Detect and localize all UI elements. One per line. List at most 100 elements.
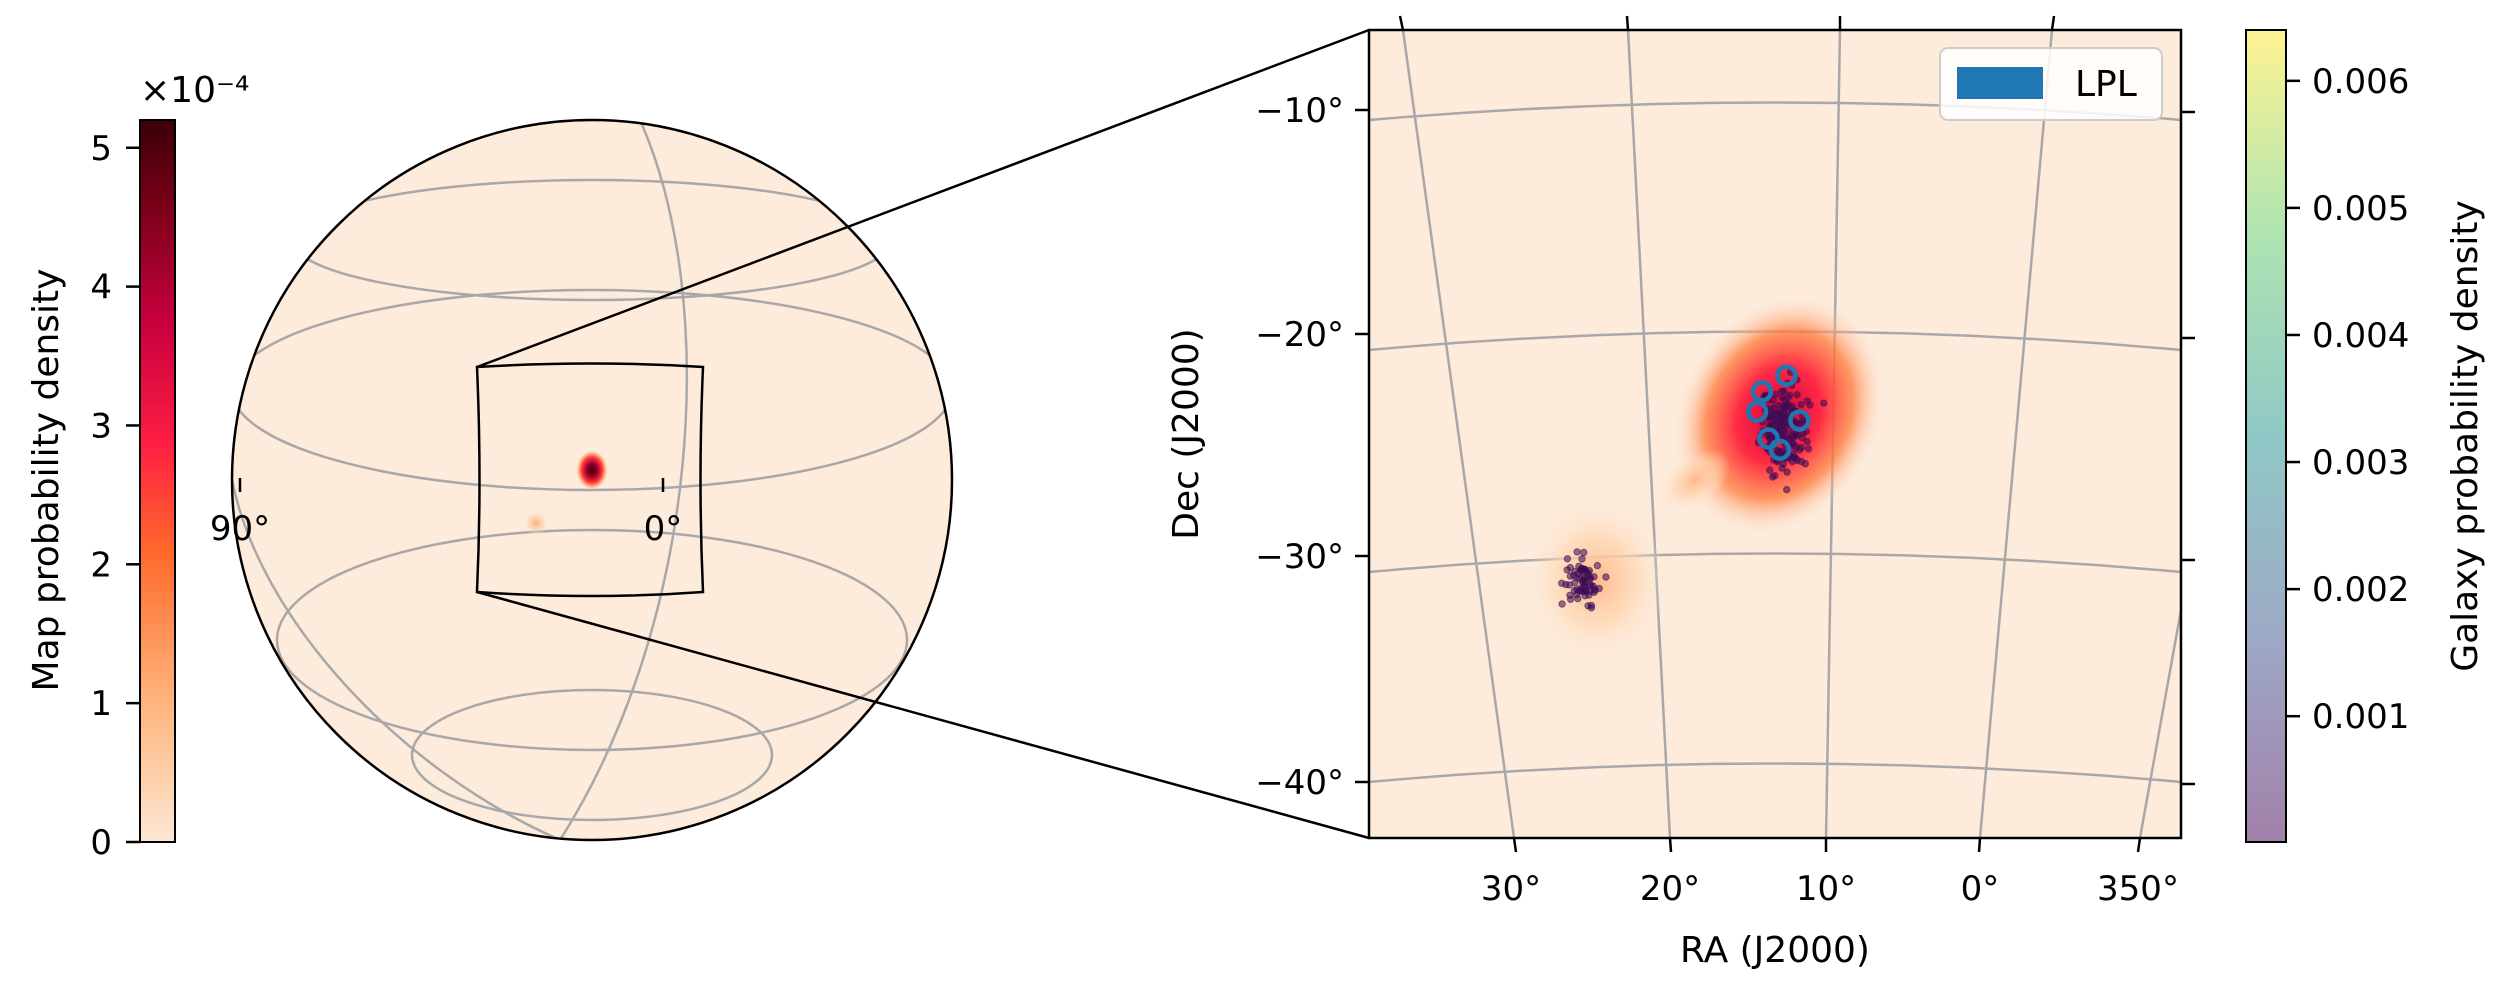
- galaxy-point: [1806, 401, 1814, 409]
- galaxy-point: [1783, 468, 1791, 476]
- galaxy-point: [1779, 422, 1788, 430]
- galaxy-point: [1769, 396, 1777, 404]
- legend: LPL: [1939, 47, 2163, 121]
- galaxy-point: [1778, 464, 1786, 472]
- y-axis-label: Dec (J2000): [1166, 328, 1207, 539]
- galaxy-colorbar-tick-label: 0.004: [2312, 316, 2409, 356]
- x-axis-label: RA (J2000): [1680, 930, 1870, 971]
- globe-graticule: [232, 120, 952, 840]
- galaxy-point: [1571, 567, 1579, 576]
- y-tick-label: −20°: [1255, 315, 1344, 355]
- galaxy-point: [1558, 600, 1566, 608]
- zoom-connector-bottom: [476, 590, 1370, 840]
- map-colorbar-bar: [139, 119, 176, 843]
- globe-meridian: [232, 479, 561, 840]
- tick-mark: [1398, 15, 1405, 31]
- galaxy-point: [1558, 579, 1566, 587]
- map-colorbar-tick-label: 5: [90, 129, 112, 169]
- galaxy-point: [1566, 595, 1575, 603]
- ra-gridline: [1626, 30, 1672, 838]
- x-tick-labels: 30° 20° 10° 0° 350°: [1481, 869, 2179, 909]
- x-tick-label: 0°: [1961, 869, 2000, 909]
- galaxy-colorbar-ticks: 0.001 0.002 0.003 0.004 0.005 0.006: [2286, 62, 2409, 737]
- galaxy-point: [1783, 485, 1791, 494]
- galaxy-point: [1788, 402, 1796, 410]
- galaxy-point: [1766, 466, 1774, 474]
- galaxy-point: [1579, 565, 1587, 573]
- galaxy-point: [1778, 447, 1787, 455]
- galaxy-point: [1566, 563, 1575, 572]
- lpl-point: [1745, 400, 1769, 423]
- globe-lon-label-0: 0°: [644, 509, 683, 549]
- galaxy-colorbar-tick-label: 0.002: [2312, 570, 2409, 610]
- galaxy-colorbar-bar: [2245, 29, 2287, 843]
- galaxy-point: [1778, 393, 1786, 402]
- map-colorbar-scale-label: ×10⁻⁴: [140, 70, 249, 111]
- globe-hotspot-main: [576, 450, 608, 490]
- galaxy-point: [1580, 548, 1588, 557]
- galaxy-point: [1804, 445, 1813, 453]
- zoom-frame: [1367, 28, 2183, 840]
- tick-mark: [1625, 15, 1630, 31]
- galaxy-point: [1573, 548, 1581, 556]
- galaxy-point: [1579, 587, 1587, 596]
- globe-map: 90° 0°: [210, 118, 954, 842]
- galaxy-point: [1563, 555, 1572, 563]
- galaxy-point: [1586, 587, 1594, 595]
- tick-mark: [2050, 15, 2056, 31]
- zoom-hotspot-tail: [1659, 449, 1731, 511]
- map-colorbar-ticks: 0 1 2 3 4 5: [90, 129, 140, 863]
- galaxy-colorbar-tick-label: 0.001: [2312, 697, 2409, 737]
- legend-label-lpl: LPL: [2075, 64, 2137, 105]
- legend-box: [1939, 47, 2163, 121]
- map-colorbar: 0 1 2 3 4 5 ×10⁻⁴ Map probability density: [26, 70, 249, 863]
- galaxy-point: [1792, 454, 1800, 463]
- galaxy-point: [1791, 432, 1800, 440]
- ra-gridline: [1401, 30, 1516, 838]
- galaxy-point: [1803, 437, 1811, 446]
- lpl-points: [1745, 364, 1811, 461]
- galaxy-colorbar-label: Galaxy probability density: [2445, 200, 2486, 672]
- x-tick-label: 30°: [1481, 869, 1541, 909]
- lpl-point: [1788, 409, 1811, 432]
- ra-gridline: [1978, 30, 2054, 838]
- lpl-point: [1768, 438, 1792, 461]
- galaxy-colorbar: 0.001 0.002 0.003 0.004 0.005 0.006 Galaxy pr…: [2245, 29, 2486, 843]
- zoom-region-outline: [475, 362, 705, 598]
- legend-swatch-lpl: [1957, 67, 2043, 99]
- tick-mark: [1977, 837, 1982, 853]
- map-colorbar-tick-label: 4: [90, 268, 112, 308]
- galaxy-point: [1584, 602, 1592, 610]
- globe-hotspot-secondary: [524, 511, 548, 535]
- globe-lon-label-90: 90°: [210, 509, 270, 549]
- zoom-hotspot-secondary: [1527, 500, 1667, 660]
- tick-mark: [2136, 837, 2142, 853]
- zoom-axis-ticks: [1355, 15, 2195, 853]
- x-tick-label: 10°: [1796, 869, 1856, 909]
- tick-mark: [1512, 837, 1518, 853]
- map-colorbar-tick-label: 2: [90, 545, 112, 585]
- zoom-panel: 30° 20° 10° 0° 350° −10° −20° −30° −40° …: [1166, 15, 2195, 971]
- globe-parallel: [410, 688, 774, 822]
- zoom-connector-top: [476, 28, 1370, 369]
- galaxy-point: [1770, 404, 1778, 412]
- y-tick-labels: −10° −20° −30° −40°: [1255, 91, 1344, 803]
- lpl-point: [1775, 364, 1798, 387]
- ra-gridline: [2138, 609, 2181, 838]
- galaxy-point: [1768, 473, 1777, 481]
- lpl-point: [1757, 427, 1780, 450]
- galaxy-point: [1786, 391, 1794, 399]
- x-tick-label: 350°: [2097, 869, 2179, 909]
- dec-gridline: [1369, 552, 2181, 574]
- galaxy-point: [1566, 572, 1575, 580]
- map-colorbar-tick-label: 1: [90, 684, 112, 724]
- galaxy-point: [1586, 575, 1594, 583]
- y-tick-label: −40°: [1255, 763, 1344, 803]
- galaxy-point: [1820, 399, 1828, 407]
- x-tick-label: 20°: [1640, 869, 1700, 909]
- y-tick-label: −30°: [1255, 537, 1344, 577]
- globe-border: [230, 118, 954, 842]
- galaxy-point: [1602, 573, 1610, 581]
- galaxy-point: [1593, 561, 1602, 570]
